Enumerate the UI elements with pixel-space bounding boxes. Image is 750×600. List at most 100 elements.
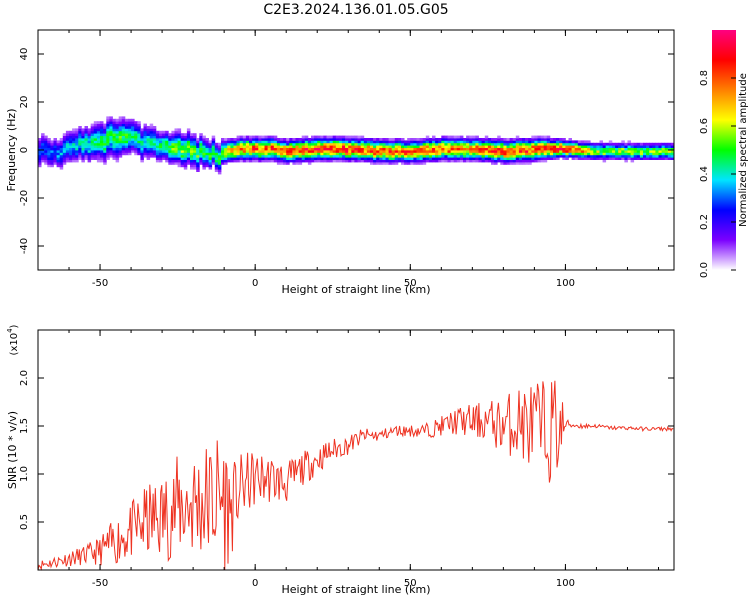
spectrogram-cell [50, 164, 54, 168]
spectrogram-cell [239, 142, 244, 146]
spectrogram-cell [165, 147, 169, 151]
spectrogram-cell [301, 135, 306, 139]
spectrogram-cell [304, 152, 309, 156]
spectrogram-cell [59, 157, 64, 160]
spectrogram-cell [131, 147, 135, 151]
spectrogram-cell [518, 142, 523, 146]
spectrogram-cell [155, 130, 160, 134]
spectrogram-cell [292, 142, 296, 146]
spectrogram-cell [149, 130, 154, 134]
spectrogram-cell [41, 140, 45, 144]
spectrogram-cell [149, 142, 154, 146]
spectrogram-cell [314, 142, 318, 146]
spectrogram-cell [410, 147, 414, 151]
spectrogram-cell [419, 142, 424, 146]
spectrogram-cell [522, 138, 526, 141]
spectrogram-cell [407, 154, 411, 158]
spectrogram-cell [159, 135, 163, 139]
spectrogram-cell [44, 142, 48, 146]
spectrogram-cell [463, 159, 467, 163]
spectrogram-cell [546, 145, 551, 148]
spectrogram-cell [574, 157, 579, 160]
spectrogram-cell [295, 157, 299, 160]
spectrogram-cell [314, 145, 318, 148]
spectrogram-cell [165, 159, 169, 163]
spectrogram-cell [311, 150, 315, 153]
spectrogram-cell [224, 154, 228, 158]
spectrogram-cell [382, 138, 386, 141]
spectrogram-cell [124, 145, 129, 148]
spectrogram-cell [534, 150, 538, 153]
spectrogram-cell [382, 154, 386, 158]
spectrogram-cell [425, 145, 430, 148]
spectrogram-cell [416, 154, 420, 158]
spectrogram-cell [540, 135, 545, 139]
spectrogram-cell [174, 152, 178, 156]
spectrogram-cell [96, 150, 101, 153]
spectrogram-cell [342, 140, 346, 144]
spectrogram-cell [93, 152, 98, 156]
spectrogram-cell [93, 150, 98, 153]
spectrogram-cell [432, 138, 436, 141]
spectrogram-cell [326, 159, 330, 163]
spectrogram-cell [345, 154, 349, 158]
spectrogram-cell [388, 157, 393, 160]
spectrogram-cell [658, 145, 662, 148]
spectrogram-cell [317, 159, 321, 163]
spectrogram-cell [633, 145, 638, 148]
spectrogram-cell [84, 154, 88, 158]
spectrogram-cell [149, 145, 154, 148]
spectrogram-cell [475, 154, 479, 158]
spectrogram-cell [143, 133, 147, 136]
spectrogram-cell [146, 140, 151, 144]
spectrogram-cell [652, 150, 656, 153]
spectrogram-cell [602, 157, 607, 160]
spectrogram-cell [661, 157, 666, 160]
spectrogram-cell [370, 154, 374, 158]
spectrogram-cell [249, 140, 253, 144]
spectrogram-cell [121, 121, 126, 124]
spectrogram-cell [69, 159, 73, 163]
spectrogram-cell [590, 152, 594, 156]
spectrogram-cell [618, 152, 622, 156]
spectrogram-cell [62, 159, 67, 163]
spectrogram-cell [503, 162, 507, 165]
spectrogram-cell [531, 138, 535, 141]
spectrogram-cell [528, 147, 532, 151]
spectrogram-cell [571, 145, 576, 148]
spectrogram-cell [633, 150, 638, 153]
spectrogram-cell [242, 147, 247, 151]
spectrogram-cell [202, 138, 206, 141]
spectrogram-cell [227, 138, 231, 141]
spectrogram-cell [494, 142, 498, 146]
spectrogram-cell [190, 133, 194, 136]
spectrogram-cell [183, 147, 188, 151]
spectrogram-cell [56, 154, 61, 158]
spectrogram-cell [419, 138, 424, 141]
spectrogram-cell [407, 138, 411, 141]
snr-y-tick-label: 1.5 [19, 418, 30, 434]
spectrogram-cell [599, 152, 603, 156]
spectrogram-cell [78, 135, 82, 139]
spectrogram-cell [602, 142, 607, 146]
spectrogram-cell [227, 147, 231, 151]
spectrogram-cell [382, 140, 386, 144]
spectrogram-cell [41, 138, 45, 141]
spectrogram-cell [75, 145, 79, 148]
spectrogram-cell [171, 145, 175, 148]
spectrogram-cell [93, 135, 98, 139]
spectrogram-cell [276, 147, 281, 151]
spectrogram-cell [168, 138, 172, 141]
spectrogram-cell [205, 145, 209, 148]
spectrogram-cell [363, 154, 368, 158]
spectrogram-cell [174, 142, 178, 146]
spectrogram-cell [345, 147, 349, 151]
spectrogram-cell [456, 138, 461, 141]
spectrogram-cell [109, 133, 113, 136]
spectrogram-cell [96, 147, 101, 151]
spectrogram-cell [397, 152, 402, 156]
spectrogram-cell [202, 159, 206, 163]
spectrogram-cell [565, 152, 569, 156]
spectrogram-cell [391, 150, 396, 153]
spectrogram-cell [314, 152, 318, 156]
